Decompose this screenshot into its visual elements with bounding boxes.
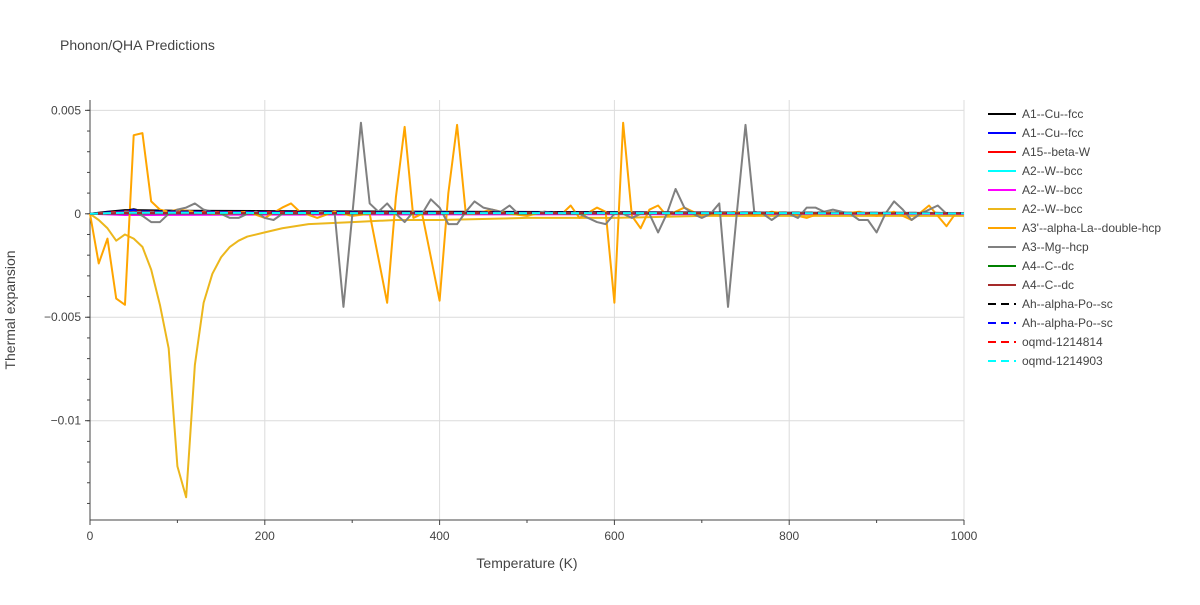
y-tick-label: 0: [74, 207, 81, 221]
legend-label: A4--C--dc: [1022, 278, 1074, 292]
x-tick-label: 400: [430, 529, 450, 543]
legend-label: oqmd-1214814: [1022, 335, 1103, 349]
x-tick-label: 200: [255, 529, 275, 543]
x-tick-label: 800: [779, 529, 799, 543]
y-tick-label: −0.01: [51, 414, 82, 428]
legend-label: A3'--alpha-La--double-hcp: [1022, 221, 1161, 235]
x-tick-label: 600: [604, 529, 624, 543]
legend-label: A15--beta-W: [1022, 145, 1091, 159]
legend-label: A2--W--bcc: [1022, 164, 1082, 178]
legend-label: A2--W--bcc: [1022, 183, 1082, 197]
x-tick-label: 1000: [951, 529, 978, 543]
legend-label: Ah--alpha-Po--sc: [1022, 316, 1113, 330]
legend-label: A3--Mg--hcp: [1022, 240, 1089, 254]
y-tick-label: −0.005: [44, 310, 81, 324]
legend-label: A2--W--bcc: [1022, 202, 1082, 216]
x-tick-label: 0: [87, 529, 94, 543]
legend-label: A4--C--dc: [1022, 259, 1074, 273]
legend-label: Ah--alpha-Po--sc: [1022, 297, 1113, 311]
chart-title: Phonon/QHA Predictions: [60, 37, 215, 53]
legend-label: A1--Cu--fcc: [1022, 107, 1083, 121]
y-tick-label: 0.005: [51, 103, 81, 117]
legend-label: A1--Cu--fcc: [1022, 126, 1083, 140]
x-axis-title: Temperature (K): [476, 555, 577, 571]
y-axis-title: Thermal expansion: [2, 250, 18, 369]
legend-label: oqmd-1214903: [1022, 354, 1103, 368]
